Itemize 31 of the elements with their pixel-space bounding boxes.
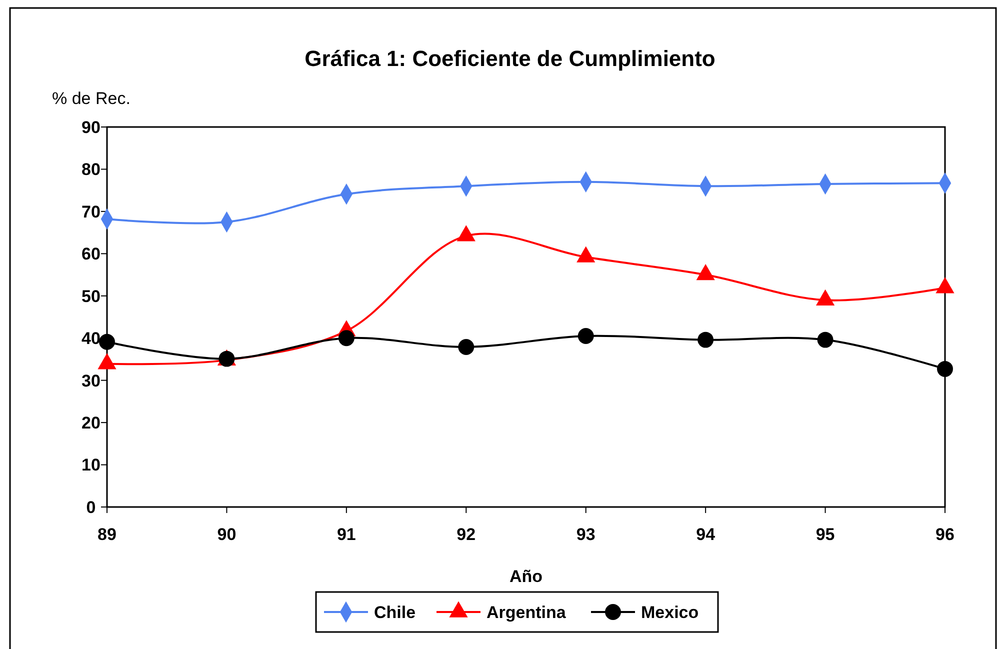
legend-label: Mexico xyxy=(641,602,699,622)
point xyxy=(698,332,714,348)
legend-label: Chile xyxy=(374,602,416,622)
point xyxy=(458,339,474,355)
x-tick-label: 96 xyxy=(936,525,954,544)
y-axis-title: % de Rec. xyxy=(52,89,130,108)
x-tick-label: 95 xyxy=(816,525,835,544)
x-tick-label: 91 xyxy=(336,525,356,544)
x-tick-label: 92 xyxy=(456,525,476,544)
chart-title: Gráfica 1: Coeficiente de Cumplimiento xyxy=(304,46,716,71)
y-tick-label: 30 xyxy=(82,371,100,390)
legend-label: Argentina xyxy=(486,602,566,622)
y-tick-label: 0 xyxy=(86,498,96,517)
point xyxy=(937,360,953,377)
y-tick-label: 80 xyxy=(82,160,100,180)
x-axis-title: Año xyxy=(509,567,543,586)
y-tick-label: 40 xyxy=(82,329,100,348)
x-tick-label: 93 xyxy=(576,525,596,544)
y-tick-label: 70 xyxy=(82,202,100,222)
y-tick-label: 10 xyxy=(82,456,100,475)
y-tick-label: 50 xyxy=(82,286,100,306)
x-tick-label: 94 xyxy=(696,525,716,544)
y-tick-label: 60 xyxy=(82,244,100,264)
x-tick-label: 90 xyxy=(217,525,236,544)
point xyxy=(338,330,354,346)
point xyxy=(817,332,834,348)
point xyxy=(578,328,594,344)
x-tick-label: 89 xyxy=(98,525,116,544)
point xyxy=(99,334,115,350)
y-tick-label: 90 xyxy=(82,118,100,137)
y-tick-label: 20 xyxy=(82,414,100,433)
